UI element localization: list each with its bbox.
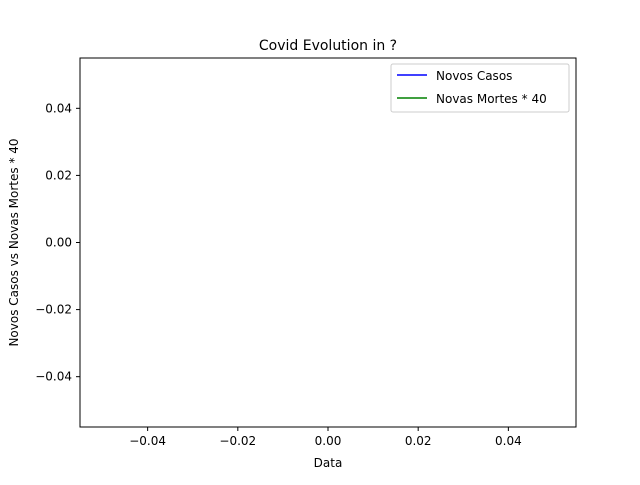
x-axis-ticks: −0.04 −0.02 0.00 0.02 0.04	[129, 427, 522, 448]
chart-title: Covid Evolution in ?	[259, 38, 397, 54]
y-tick-label: 0.02	[45, 168, 72, 182]
legend-label-novos-casos: Novos Casos	[436, 69, 512, 83]
x-tick-label: 0.02	[405, 434, 432, 448]
legend: Novos Casos Novas Mortes * 40	[390, 63, 570, 113]
y-axis-label: Novos Casos vs Novas Mortes * 40	[7, 138, 21, 346]
x-tick-label: −0.02	[219, 434, 256, 448]
y-tick-label: 0.00	[45, 236, 72, 250]
legend-box	[390, 63, 570, 113]
x-tick-label: 0.04	[495, 434, 522, 448]
x-tick-label: 0.00	[315, 434, 342, 448]
y-axis-ticks: −0.04 −0.02 0.00 0.02 0.04	[35, 101, 80, 384]
y-tick-label: −0.02	[35, 303, 72, 317]
y-tick-label: 0.04	[45, 101, 72, 115]
x-tick-label: −0.04	[129, 434, 166, 448]
legend-label-novas-mortes: Novas Mortes * 40	[436, 92, 547, 106]
y-tick-label: −0.04	[35, 370, 72, 384]
x-axis-label: Data	[314, 456, 343, 470]
plot-area-frame	[79, 57, 577, 428]
